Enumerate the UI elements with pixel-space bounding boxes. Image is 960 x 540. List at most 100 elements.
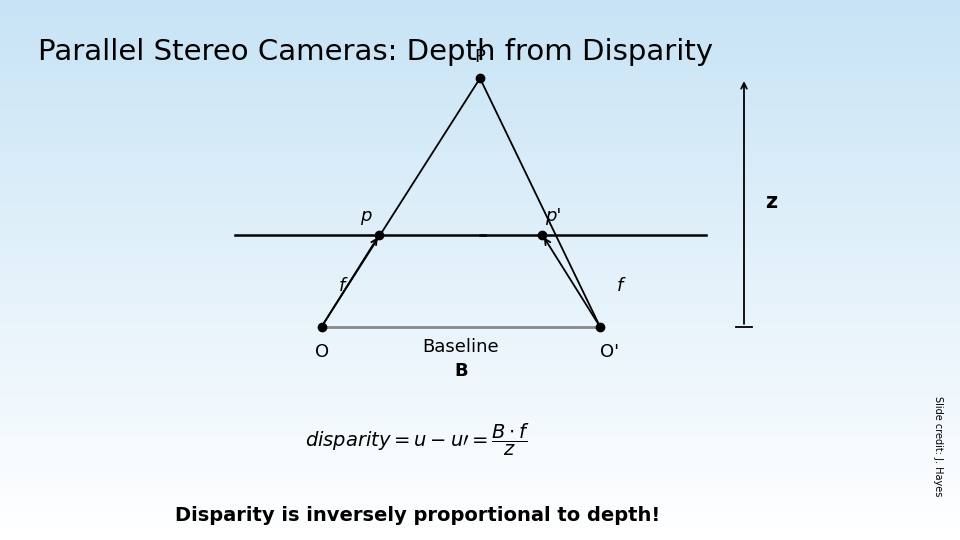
Bar: [0, 277, 960, 279]
Bar: [0, 104, 960, 106]
Bar: [0, 142, 960, 144]
Bar: [0, 470, 960, 471]
Bar: [0, 335, 960, 336]
Bar: [0, 207, 960, 209]
Bar: [0, 529, 960, 531]
Bar: [0, 54, 960, 56]
Bar: [0, 536, 960, 538]
Bar: [0, 146, 960, 147]
Bar: [0, 211, 960, 212]
Bar: [0, 486, 960, 488]
Bar: [0, 108, 960, 110]
Bar: [0, 99, 960, 101]
Bar: [0, 131, 960, 133]
Bar: [0, 69, 960, 70]
Bar: [0, 315, 960, 317]
Bar: [0, 191, 960, 193]
Bar: [0, 209, 960, 211]
Bar: [0, 151, 960, 153]
Bar: [0, 214, 960, 216]
Bar: [0, 173, 960, 174]
Bar: [0, 474, 960, 475]
Bar: [0, 339, 960, 340]
Bar: [0, 38, 960, 39]
Bar: [0, 423, 960, 425]
Bar: [0, 56, 960, 58]
Bar: [0, 7, 960, 9]
Bar: [0, 374, 960, 376]
Bar: [0, 333, 960, 335]
Bar: [0, 112, 960, 113]
Bar: [0, 403, 960, 405]
Text: f: f: [339, 277, 346, 295]
Text: $\mathit{disparity} = u - u\prime = \dfrac{B \cdot f}{z}$: $\mathit{disparity} = u - u\prime = \dfr…: [305, 422, 530, 458]
Bar: [0, 497, 960, 498]
Bar: [0, 252, 960, 254]
Bar: [0, 355, 960, 356]
Bar: [0, 77, 960, 79]
Bar: [0, 504, 960, 506]
Bar: [0, 477, 960, 479]
Bar: [0, 293, 960, 295]
Bar: [0, 169, 960, 171]
Bar: [0, 250, 960, 252]
Bar: [0, 286, 960, 288]
Bar: [0, 45, 960, 47]
Bar: [0, 488, 960, 490]
Bar: [0, 396, 960, 398]
Bar: [0, 86, 960, 88]
Bar: [0, 463, 960, 464]
Bar: [0, 302, 960, 304]
Bar: [0, 401, 960, 403]
Bar: [0, 322, 960, 324]
Bar: [0, 74, 960, 76]
Bar: [0, 227, 960, 228]
Bar: [0, 288, 960, 290]
Bar: [0, 464, 960, 466]
Bar: [0, 228, 960, 231]
Bar: [0, 479, 960, 481]
Bar: [0, 123, 960, 124]
Bar: [0, 266, 960, 268]
Bar: [0, 205, 960, 207]
Bar: [0, 340, 960, 342]
Bar: [0, 177, 960, 178]
Bar: [0, 160, 960, 162]
Bar: [0, 220, 960, 221]
Bar: [0, 508, 960, 509]
Bar: [0, 319, 960, 320]
Bar: [0, 171, 960, 173]
Bar: [0, 184, 960, 185]
Bar: [0, 0, 960, 2]
Bar: [0, 466, 960, 468]
Bar: [0, 520, 960, 522]
Bar: [0, 155, 960, 157]
Bar: [0, 140, 960, 142]
Text: Baseline: Baseline: [422, 338, 499, 355]
Bar: [0, 369, 960, 371]
Bar: [0, 490, 960, 491]
Bar: [0, 223, 960, 225]
Bar: [0, 231, 960, 232]
Bar: [0, 444, 960, 447]
Bar: [0, 81, 960, 83]
Bar: [0, 312, 960, 313]
Bar: [0, 200, 960, 201]
Bar: [0, 238, 960, 239]
Bar: [0, 308, 960, 309]
Bar: [0, 275, 960, 277]
Bar: [0, 439, 960, 441]
Bar: [0, 27, 960, 29]
Bar: [0, 457, 960, 459]
Bar: [0, 261, 960, 263]
Bar: [0, 218, 960, 220]
Bar: [0, 194, 960, 196]
Bar: [0, 65, 960, 66]
Bar: [0, 360, 960, 362]
Bar: [0, 455, 960, 457]
Bar: [0, 306, 960, 308]
Bar: [0, 295, 960, 297]
Bar: [0, 414, 960, 416]
Bar: [0, 452, 960, 454]
Bar: [0, 385, 960, 387]
